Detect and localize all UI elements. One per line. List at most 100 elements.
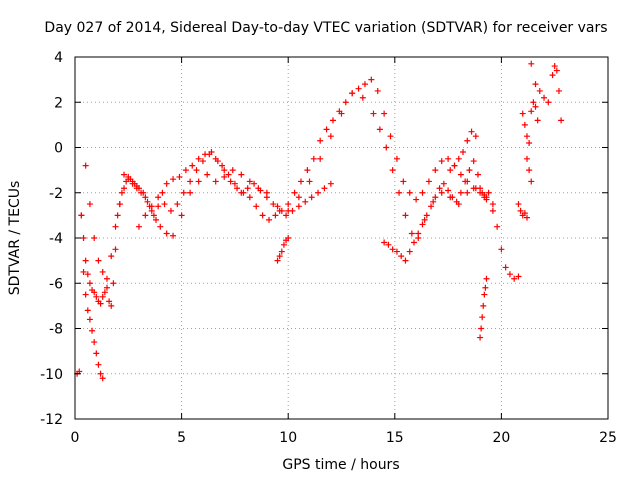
data-point — [485, 189, 492, 196]
data-point — [95, 257, 102, 264]
data-point — [103, 284, 110, 291]
data-point — [457, 171, 464, 178]
y-axis-label: SDTVAR / TECUs — [7, 181, 23, 296]
data-point — [306, 178, 313, 185]
data-point — [97, 300, 104, 307]
data-point — [555, 87, 562, 94]
data-point — [321, 185, 328, 192]
data-point — [440, 180, 447, 187]
data-point — [204, 171, 211, 178]
data-point — [150, 212, 157, 219]
series-trace-f — [381, 158, 490, 264]
data-point — [480, 302, 487, 309]
data-point — [479, 314, 486, 321]
data-point — [393, 155, 400, 162]
data-point — [189, 162, 196, 169]
data-point — [432, 194, 439, 201]
data-point — [112, 246, 119, 253]
data-point — [129, 180, 136, 187]
data-point — [157, 223, 164, 230]
data-point — [155, 194, 162, 201]
data-point — [272, 212, 279, 219]
data-point — [470, 158, 477, 165]
data-point — [523, 214, 530, 221]
data-point — [142, 194, 149, 201]
data-point — [447, 167, 454, 174]
data-point — [138, 189, 145, 196]
data-point — [148, 203, 155, 210]
data-point — [193, 167, 200, 174]
data-point — [317, 155, 324, 162]
data-point — [482, 284, 489, 291]
data-point — [289, 207, 296, 214]
data-point — [498, 246, 505, 253]
data-point — [244, 185, 251, 192]
series-trace-j — [519, 99, 541, 146]
data-point — [108, 253, 115, 260]
data-point — [489, 201, 496, 208]
data-point — [445, 155, 452, 162]
data-point — [523, 155, 530, 162]
data-point — [449, 194, 456, 201]
x-axis-label: GPS time / hours — [282, 457, 399, 473]
data-point — [472, 133, 479, 140]
x-tick-label: 25 — [599, 430, 617, 446]
data-point — [82, 162, 89, 169]
data-point — [323, 126, 330, 133]
data-point — [470, 185, 477, 192]
data-point — [304, 167, 311, 174]
data-point — [118, 189, 125, 196]
data-point — [387, 133, 394, 140]
data-point — [402, 257, 409, 264]
data-point — [383, 144, 390, 151]
data-point — [464, 137, 471, 144]
data-point — [551, 63, 558, 70]
data-point — [276, 253, 283, 260]
data-point — [421, 216, 428, 223]
data-point — [176, 173, 183, 180]
data-point — [526, 167, 533, 174]
data-point — [451, 162, 458, 169]
data-point — [419, 221, 426, 228]
data-point — [464, 189, 471, 196]
data-point — [519, 110, 526, 117]
x-tick-label: 15 — [386, 430, 404, 446]
data-point — [82, 257, 89, 264]
data-point — [361, 81, 368, 88]
data-point — [101, 289, 108, 296]
data-point — [144, 198, 151, 205]
data-point — [182, 167, 189, 174]
data-point — [78, 212, 85, 219]
data-point — [274, 257, 281, 264]
data-point — [506, 271, 513, 278]
data-point — [398, 253, 405, 260]
data-point — [406, 189, 413, 196]
data-point — [453, 198, 460, 205]
data-point — [253, 203, 260, 210]
data-point — [86, 280, 93, 287]
y-tick-label: 4 — [54, 50, 63, 66]
data-point — [438, 189, 445, 196]
data-point — [219, 162, 226, 169]
data-point — [374, 87, 381, 94]
data-point — [370, 110, 377, 117]
data-point — [521, 210, 528, 217]
data-point — [86, 316, 93, 323]
data-point — [133, 185, 140, 192]
data-point — [558, 117, 565, 124]
data-point — [153, 216, 160, 223]
data-point — [99, 293, 106, 300]
data-point — [91, 339, 98, 346]
series-trace-g — [447, 128, 522, 282]
data-point — [474, 171, 481, 178]
data-point — [359, 94, 366, 101]
data-point — [178, 212, 185, 219]
data-point — [436, 185, 443, 192]
data-point — [187, 189, 194, 196]
data-point — [259, 212, 266, 219]
data-point — [489, 207, 496, 214]
data-point — [349, 90, 356, 97]
y-tick-label: -2 — [49, 186, 63, 202]
data-point — [93, 350, 100, 357]
